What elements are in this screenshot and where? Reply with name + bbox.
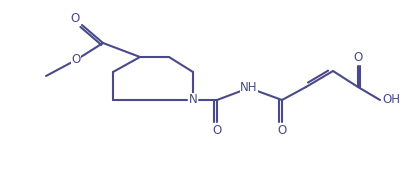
Text: NH: NH — [240, 81, 257, 95]
Text: O: O — [352, 52, 362, 64]
Text: O: O — [277, 124, 286, 137]
Text: O: O — [212, 124, 221, 137]
Text: O: O — [70, 12, 79, 26]
Text: N: N — [188, 93, 197, 106]
Text: OH: OH — [381, 93, 399, 106]
Text: O: O — [71, 54, 81, 67]
